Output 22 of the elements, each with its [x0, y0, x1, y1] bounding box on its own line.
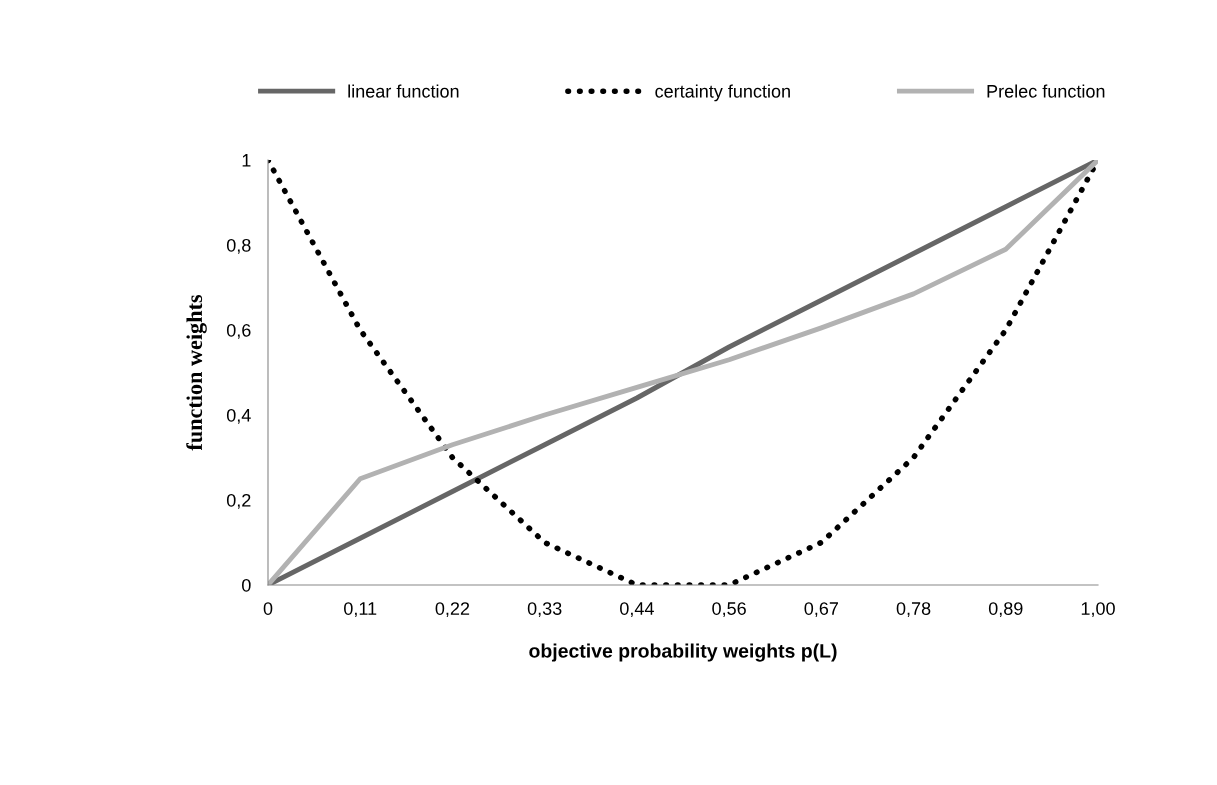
x-tick-label: 0,89	[988, 602, 1023, 618]
x-tick-label: 0,22	[435, 602, 470, 618]
x-tick-label: 0	[263, 602, 273, 615]
x-tick-label: 0,33	[527, 602, 562, 618]
y-tick-label: 0	[242, 578, 251, 592]
x-tick-label: 0,67	[804, 602, 838, 618]
y-tick-label: 1	[242, 154, 251, 167]
x-tick-label: 0,44	[620, 602, 654, 618]
y-tick-label: 0,6	[226, 323, 251, 339]
x-tick-label: 0,78	[896, 602, 931, 618]
y-tick-label: 0,2	[226, 493, 251, 509]
x-tick-label: 0,11	[344, 602, 377, 618]
x-tick-label: 1,00	[1081, 602, 1115, 618]
x-tick-label: 0,56	[712, 602, 746, 618]
legend-label: certainty function	[655, 84, 790, 102]
y-tick-label: 0,8	[226, 238, 251, 254]
y-tick-label: 0,4	[226, 408, 251, 424]
legend-label: linear function	[348, 84, 459, 98]
line-series	[268, 160, 1098, 585]
x-axis-title: objective probability weights p(L)	[529, 643, 837, 662]
legend-label: Prelec function	[987, 84, 1105, 98]
y-axis-title: function weights	[186, 294, 207, 451]
